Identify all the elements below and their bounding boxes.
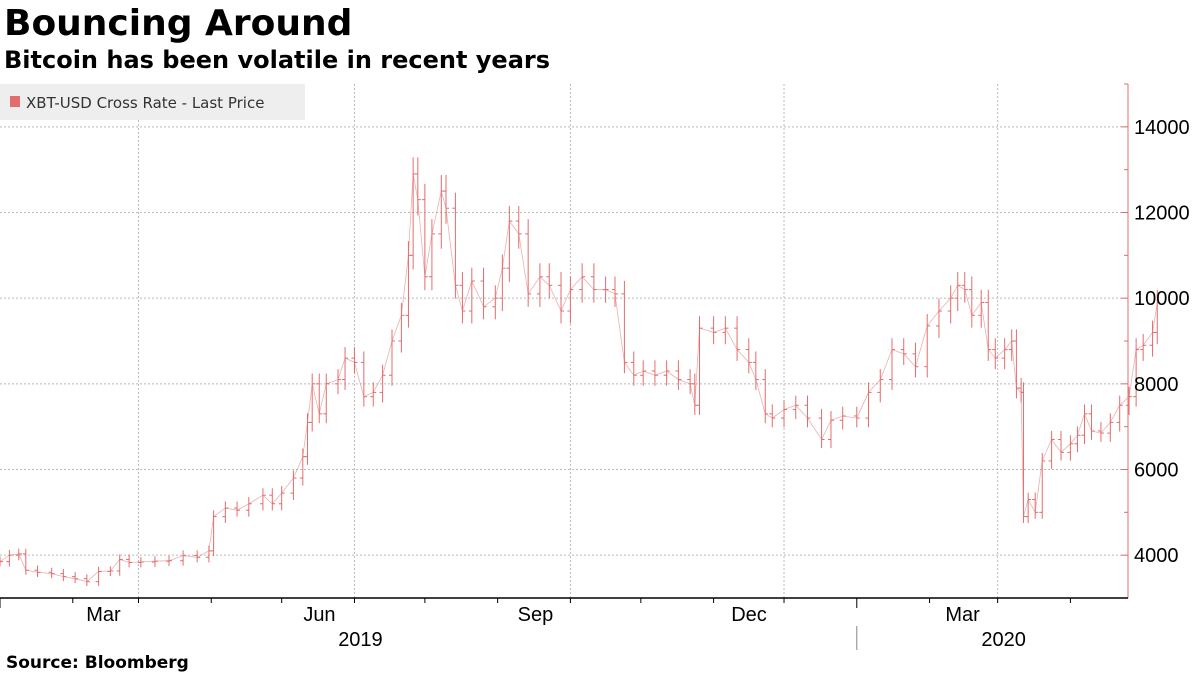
source-note: Source: Bloomberg xyxy=(6,653,189,673)
x-tick-label: Jun xyxy=(303,604,335,626)
legend: XBT-USD Cross Rate - Last Price xyxy=(0,84,305,120)
x-tick-label: Dec xyxy=(731,604,767,626)
legend-box xyxy=(0,84,305,120)
x-tick-label: Mar xyxy=(945,604,980,626)
x-year-label: 2020 xyxy=(981,629,1026,651)
chart-title: Bouncing Around xyxy=(4,3,353,44)
y-tick-label: 4000 xyxy=(1134,545,1179,567)
y-tick-label: 8000 xyxy=(1134,374,1179,396)
y-tick-label: 14000 xyxy=(1134,117,1190,139)
chart-subtitle: Bitcoin has been volatile in recent year… xyxy=(4,46,551,74)
grid-layer xyxy=(0,84,1128,598)
legend-swatch xyxy=(10,96,20,107)
price-line xyxy=(0,173,1158,583)
y-tick-label: 6000 xyxy=(1134,460,1179,482)
x-tick-label: Mar xyxy=(86,604,121,626)
series-layer xyxy=(0,157,1161,587)
y-tick-label: 10000 xyxy=(1134,288,1190,310)
axis-layer: 4000 6000 8000 10000 12000 14000 Mar Jun Sep Dec M… xyxy=(0,83,1190,651)
x-tick-label: Sep xyxy=(518,604,554,626)
legend-entry: XBT-USD Cross Rate - Last Price xyxy=(26,94,264,112)
y-tick-label: 12000 xyxy=(1134,203,1190,225)
x-year-label: 2019 xyxy=(338,629,383,651)
